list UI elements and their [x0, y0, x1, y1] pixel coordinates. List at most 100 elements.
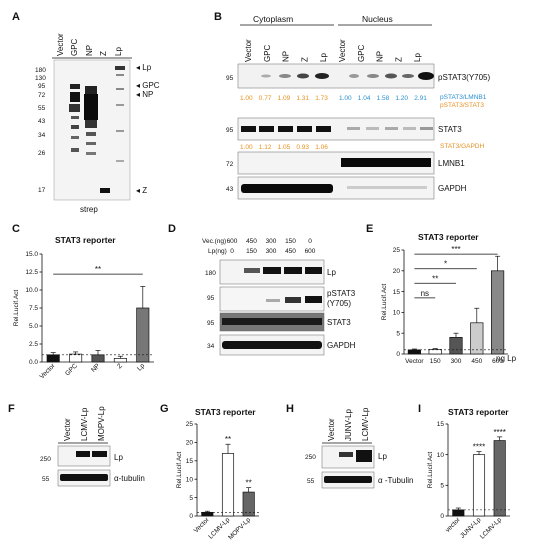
- ratio-value: 1.09: [278, 95, 291, 102]
- lane-label: Vector: [56, 33, 65, 56]
- arrow-label-np: ◂ NP: [136, 90, 153, 99]
- lane-label: Z: [99, 51, 108, 56]
- y-axis-label: Rel.Lucif.Act: [13, 290, 20, 327]
- blot-label: GAPDH: [327, 341, 356, 350]
- chart-i: 051015Rel.Lucif.ActvectorJUNV-LpLCMV-Lp*…: [427, 421, 510, 541]
- y-axis-label: Rel.Lucif.Act: [176, 452, 183, 489]
- y-tick-label: 10: [393, 310, 401, 317]
- sig-label: *: [444, 260, 447, 269]
- x-tick-label: LCMV-Lp: [479, 516, 503, 540]
- blot-label: pSTAT3: [327, 289, 356, 298]
- bar: [46, 354, 60, 363]
- bar: [452, 509, 465, 517]
- x-tick-label: Vector: [193, 516, 212, 535]
- blot-lmnb1: [237, 151, 435, 175]
- lane-label: Vector: [63, 418, 72, 441]
- y-tick-label: 15: [437, 421, 445, 428]
- chart-title-e: STAT3 reporter: [418, 232, 479, 242]
- row-label-lp: Lp(ng): [208, 248, 227, 255]
- blot-label: α -Tubulin: [378, 476, 413, 485]
- y-tick-label: 25: [393, 247, 401, 254]
- panel-i: I STAT3 reporter 0 5 10 15 Rel.Lucif.Act vect…: [418, 403, 510, 541]
- blot-label: Lp: [327, 268, 336, 277]
- dose-value: 0: [230, 248, 234, 255]
- blot-label: GAPDH: [438, 184, 467, 193]
- dose-value: 300: [266, 238, 277, 245]
- chart-e: 0 5 10 15 20 25 Rel.Lucif.Act Vector 150 300 450 60…: [381, 245, 508, 365]
- blot-stat3: [237, 117, 435, 141]
- panel-d: D Vec.(ng) Lp(ng) 600 450 300 150 0 0 150 300 45…: [168, 223, 356, 356]
- lane-label: GPC: [263, 44, 272, 62]
- y-tick-label: 10.0: [25, 287, 38, 294]
- mw-marker: 34: [207, 343, 215, 350]
- ratio-value: 1.00: [240, 95, 253, 102]
- lane-label: MOPV-Lp: [97, 406, 106, 441]
- y-tick-label: 10: [186, 476, 194, 483]
- bar: [113, 358, 127, 363]
- y-axis-label: Rel.Lucif.Act: [427, 452, 434, 489]
- panel-letter-f: F: [8, 403, 15, 415]
- ratios-b: 1.00 0.77 1.09 1.31 1.73 1.00 1.04 1.58 1.20 2.91…: [240, 95, 427, 151]
- sig-label: ****: [493, 428, 505, 437]
- y-tick-label: 7.5: [29, 305, 38, 312]
- ratio-value: 1.31: [296, 95, 309, 102]
- y-axis-label: Rel.Lucif.Act: [381, 284, 388, 321]
- y-tick-label: 10: [437, 452, 445, 459]
- row-label-vec: Vec.(ng): [202, 238, 226, 245]
- sig-label: **: [225, 435, 231, 444]
- chart-title-g: STAT3 reporter: [195, 407, 256, 417]
- lane-label: GPC: [357, 44, 366, 62]
- panel-b: B Cytoplasm Nucleus Vector GPC NP Z Lp Vector…: [214, 11, 491, 200]
- dose-value: 600: [305, 248, 316, 255]
- arrow-label-lp: ◂ Lp: [136, 63, 152, 72]
- blot-label: pSTAT3(Y705): [438, 73, 491, 82]
- panel-letter-h: H: [286, 403, 294, 415]
- group-label-nucleus: Nucleus: [362, 14, 393, 24]
- lane-label: NP: [376, 51, 385, 62]
- lane-label: Vector: [338, 39, 347, 62]
- x-tick-label: MOPV-Lp: [227, 516, 252, 541]
- ratio-value: 1.58: [377, 95, 390, 102]
- mw-marker: 55: [42, 476, 50, 483]
- y-tick-label: 2.5: [29, 341, 38, 348]
- blot-label: α-tubulin: [114, 474, 145, 483]
- arrow-label-z: ◂ Z: [136, 186, 147, 195]
- y-tick-label: 5: [440, 483, 444, 490]
- y-tick-label: 0.0: [29, 359, 38, 366]
- lane-label: GPC: [70, 38, 79, 56]
- y-tick-label: 0: [440, 513, 444, 520]
- ratio-label-pstat3-lmnb1: pSTAT3/LMNB1: [440, 94, 487, 101]
- panel-letter-c: C: [12, 223, 20, 235]
- mw-marker: 95: [226, 75, 234, 82]
- panel-letter-g: G: [160, 403, 169, 415]
- blot-gapdh: [237, 176, 435, 200]
- mw-marker: 72: [38, 92, 46, 99]
- ratio-label-stat3-gapdh: STAT3/GAPDH: [440, 143, 484, 150]
- chart-title-i: STAT3 reporter: [448, 407, 509, 417]
- bar: [221, 453, 235, 517]
- panel-e: E STAT3 reporter 0 5 10 15 20 25 Rel.Lucif.Act…: [366, 223, 517, 365]
- panel-g: G STAT3 reporter 0 5 10 15 20 25 Rel.Lucif.Act…: [160, 403, 259, 541]
- bar: [472, 454, 486, 517]
- blot-label: STAT3: [438, 125, 462, 134]
- lane-labels-h: Vector JUNV-Lp LCMV-Lp: [327, 407, 370, 441]
- arrow-label-gpc: ◂ GPC: [136, 81, 160, 90]
- ratio-value: 1.12: [259, 144, 272, 151]
- y-tick-label: 0: [189, 513, 193, 520]
- ratio-value: 1.05: [278, 144, 291, 151]
- lane-labels-a: Vector GPC NP Z Lp: [56, 33, 123, 56]
- y-tick-label: 5: [189, 495, 193, 502]
- sig-label: **: [246, 479, 252, 488]
- lane-label: Vector: [244, 39, 253, 62]
- mw-marker: 95: [226, 127, 234, 134]
- dose-value: 0: [308, 238, 312, 245]
- bar: [493, 440, 506, 517]
- blot-footer-strep: strep: [80, 205, 98, 214]
- bar: [407, 349, 421, 355]
- panel-letter-a: A: [12, 11, 20, 23]
- lane-label: Lp: [319, 53, 328, 62]
- y-tick-label: 15.0: [25, 251, 38, 258]
- bar: [449, 337, 463, 355]
- chart-c: 0.0 2.5 5.0 7.5 10.0 12.5 15.0 Rel.Lucif.Act Vec…: [13, 251, 154, 380]
- dose-value: 300: [266, 248, 277, 255]
